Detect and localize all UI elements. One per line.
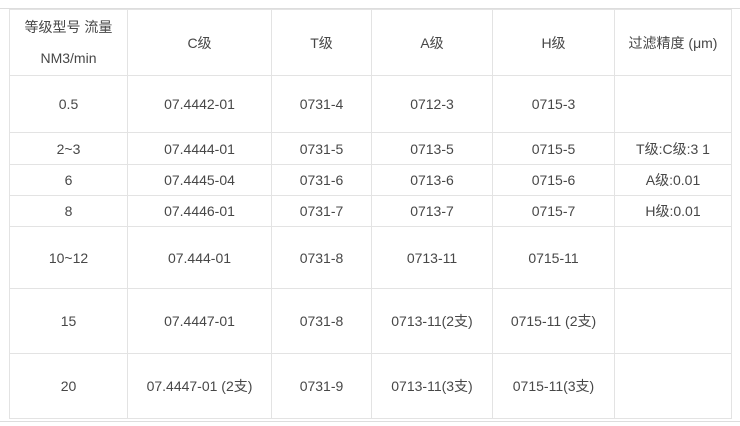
column-header-grade-t: T级 xyxy=(271,9,372,76)
table-cell-precision xyxy=(614,226,732,289)
table-row: 20 07.4447-01 (2支) 0731-9 0713-11(3支) 07… xyxy=(9,353,732,419)
table-cell-c: 07.4447-01 xyxy=(127,288,272,354)
table-cell-a: 0713-11(3支) xyxy=(371,353,493,419)
table-cell-h: 0715-11(3支) xyxy=(492,353,615,419)
column-header-flow: 等级型号 流量 NM3/min xyxy=(9,9,128,76)
table-cell-c: 07.4447-01 (2支) xyxy=(127,353,272,419)
table-cell-h: 0715-7 xyxy=(492,195,615,227)
table-row: 8 07.4446-01 0731-7 0713-7 0715-7 H级:0.0… xyxy=(9,195,732,227)
table-cell-h: 0715-3 xyxy=(492,75,615,133)
table-cell-precision: T级:C级:3 1 xyxy=(614,132,732,165)
table-cell-h: 0715-5 xyxy=(492,132,615,165)
table-cell-a: 0713-5 xyxy=(371,132,493,165)
table-cell-t: 0731-4 xyxy=(271,75,372,133)
table-row: 15 07.4447-01 0731-8 0713-11(2支) 0715-11… xyxy=(9,288,732,354)
table-cell-c: 07.4445-04 xyxy=(127,164,272,196)
table-cell-t: 0731-7 xyxy=(271,195,372,227)
table-cell-c: 07.4446-01 xyxy=(127,195,272,227)
column-header-precision: 过滤精度 (μm) xyxy=(614,9,732,76)
table-cell-flow: 10~12 xyxy=(9,226,128,289)
table-cell-h: 0715-11 (2支) xyxy=(492,288,615,354)
table-cell-a: 0712-3 xyxy=(371,75,493,133)
table-cell-precision: A级:0.01 xyxy=(614,164,732,196)
table-row: 6 07.4445-04 0731-6 0713-6 0715-6 A级:0.0… xyxy=(9,164,732,196)
table-cell-flow: 0.5 xyxy=(9,75,128,133)
flow-header-title: 等级型号 流量 xyxy=(24,19,113,35)
table-cell-flow: 2~3 xyxy=(9,132,128,165)
column-header-grade-a: A级 xyxy=(371,9,493,76)
table-cell-t: 0731-5 xyxy=(271,132,372,165)
table-cell-precision: H级:0.01 xyxy=(614,195,732,227)
column-header-grade-h: H级 xyxy=(492,9,615,76)
table-cell-precision xyxy=(614,288,732,354)
table-row: 2~3 07.4444-01 0731-5 0713-5 0715-5 T级:C… xyxy=(9,132,732,165)
table-cell-flow: 6 xyxy=(9,164,128,196)
table-cell-t: 0731-8 xyxy=(271,288,372,354)
table-cell-flow: 15 xyxy=(9,288,128,354)
table-cell-flow: 8 xyxy=(9,195,128,227)
table-cell-a: 0713-7 xyxy=(371,195,493,227)
table-row: 10~12 07.444-01 0731-8 0713-11 0715-11 xyxy=(9,226,732,289)
table-cell-t: 0731-9 xyxy=(271,353,372,419)
table-cell-c: 07.4442-01 xyxy=(127,75,272,133)
header-row: 等级型号 流量 NM3/min C级 T级 A级 H级 过滤精度 (μm) xyxy=(9,9,732,76)
table-cell-a: 0713-11 xyxy=(371,226,493,289)
flow-header-unit: NM3/min xyxy=(40,50,97,66)
table-cell-flow: 20 xyxy=(9,353,128,419)
table-row: 0.5 07.4442-01 0731-4 0712-3 0715-3 xyxy=(9,75,732,133)
table-cell-a: 0713-11(2支) xyxy=(371,288,493,354)
table-cell-h: 0715-11 xyxy=(492,226,615,289)
column-header-grade-c: C级 xyxy=(127,9,272,76)
filter-spec-table: 等级型号 流量 NM3/min C级 T级 A级 H级 过滤精度 (μm) 0.… xyxy=(9,9,732,419)
table-cell-t: 0731-6 xyxy=(271,164,372,196)
table-cell-t: 0731-8 xyxy=(271,226,372,289)
table-cell-h: 0715-6 xyxy=(492,164,615,196)
table-cell-precision xyxy=(614,75,732,133)
table-cell-precision xyxy=(614,353,732,419)
table-cell-c: 07.4444-01 xyxy=(127,132,272,165)
table-cell-c: 07.444-01 xyxy=(127,226,272,289)
table-cell-a: 0713-6 xyxy=(371,164,493,196)
table-container: 等级型号 流量 NM3/min C级 T级 A级 H级 过滤精度 (μm) 0.… xyxy=(0,8,740,422)
